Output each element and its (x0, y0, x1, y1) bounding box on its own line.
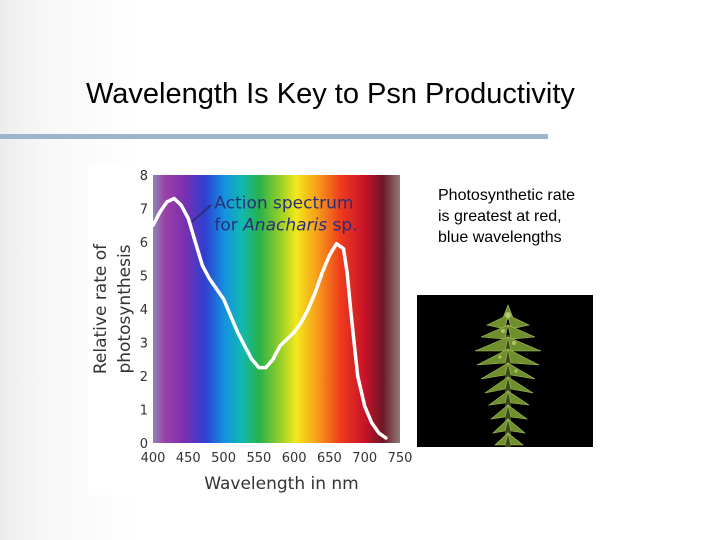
y-tick-label: 4 (140, 303, 148, 318)
x-tick-label: 700 (352, 451, 377, 466)
x-tick-label: 400 (141, 451, 166, 466)
y-tick-label: 7 (140, 203, 148, 218)
slide-title: Wavelength Is Key to Psn Productivity (86, 78, 575, 110)
annotation-species: Anacharis (242, 215, 327, 235)
annotation-prefix: for (214, 215, 243, 235)
y-tick-label: 1 (140, 404, 148, 419)
x-tick-label: 650 (317, 451, 342, 466)
annotation-line2: for Anacharis sp. (214, 215, 357, 235)
y-tick-label: 6 (140, 236, 148, 251)
y-axis-label-line2: photosynthesis (115, 244, 135, 373)
action-spectrum-figure: 0 1 2 3 4 5 6 7 8 400 450 500 550 600 650 700 750 Wavelen… (88, 165, 418, 495)
y-tick-label: 0 (140, 437, 148, 452)
action-spectrum-line (151, 196, 388, 440)
plant-image (417, 295, 593, 447)
title-underline-rule (0, 134, 548, 139)
x-tick-label: 450 (176, 451, 201, 466)
anacharis-plant-photo (417, 295, 593, 447)
x-tick-label: 750 (388, 451, 413, 466)
annotation-leader-line (191, 204, 212, 223)
y-axis-label-line1: Relative rate of (91, 243, 111, 374)
x-axis-label: Wavelength in nm (204, 474, 359, 494)
y-tick-label: 3 (140, 337, 148, 352)
annotation-suffix: sp. (327, 215, 357, 235)
x-tick-label: 600 (282, 451, 307, 466)
y-tick-label: 2 (140, 370, 148, 385)
y-tick-label: 5 (140, 270, 148, 285)
annotation-line1: Action spectrum (214, 194, 353, 214)
x-tick-label: 500 (211, 451, 236, 466)
x-tick-label: 550 (246, 451, 271, 466)
y-tick-label: 8 (140, 169, 148, 184)
action-spectrum-chart: 0 1 2 3 4 5 6 7 8 400 450 500 550 600 650 700 750 Wavelen… (91, 169, 413, 494)
photosynthesis-caption: Photosynthetic rate is greatest at red, … (438, 187, 575, 246)
